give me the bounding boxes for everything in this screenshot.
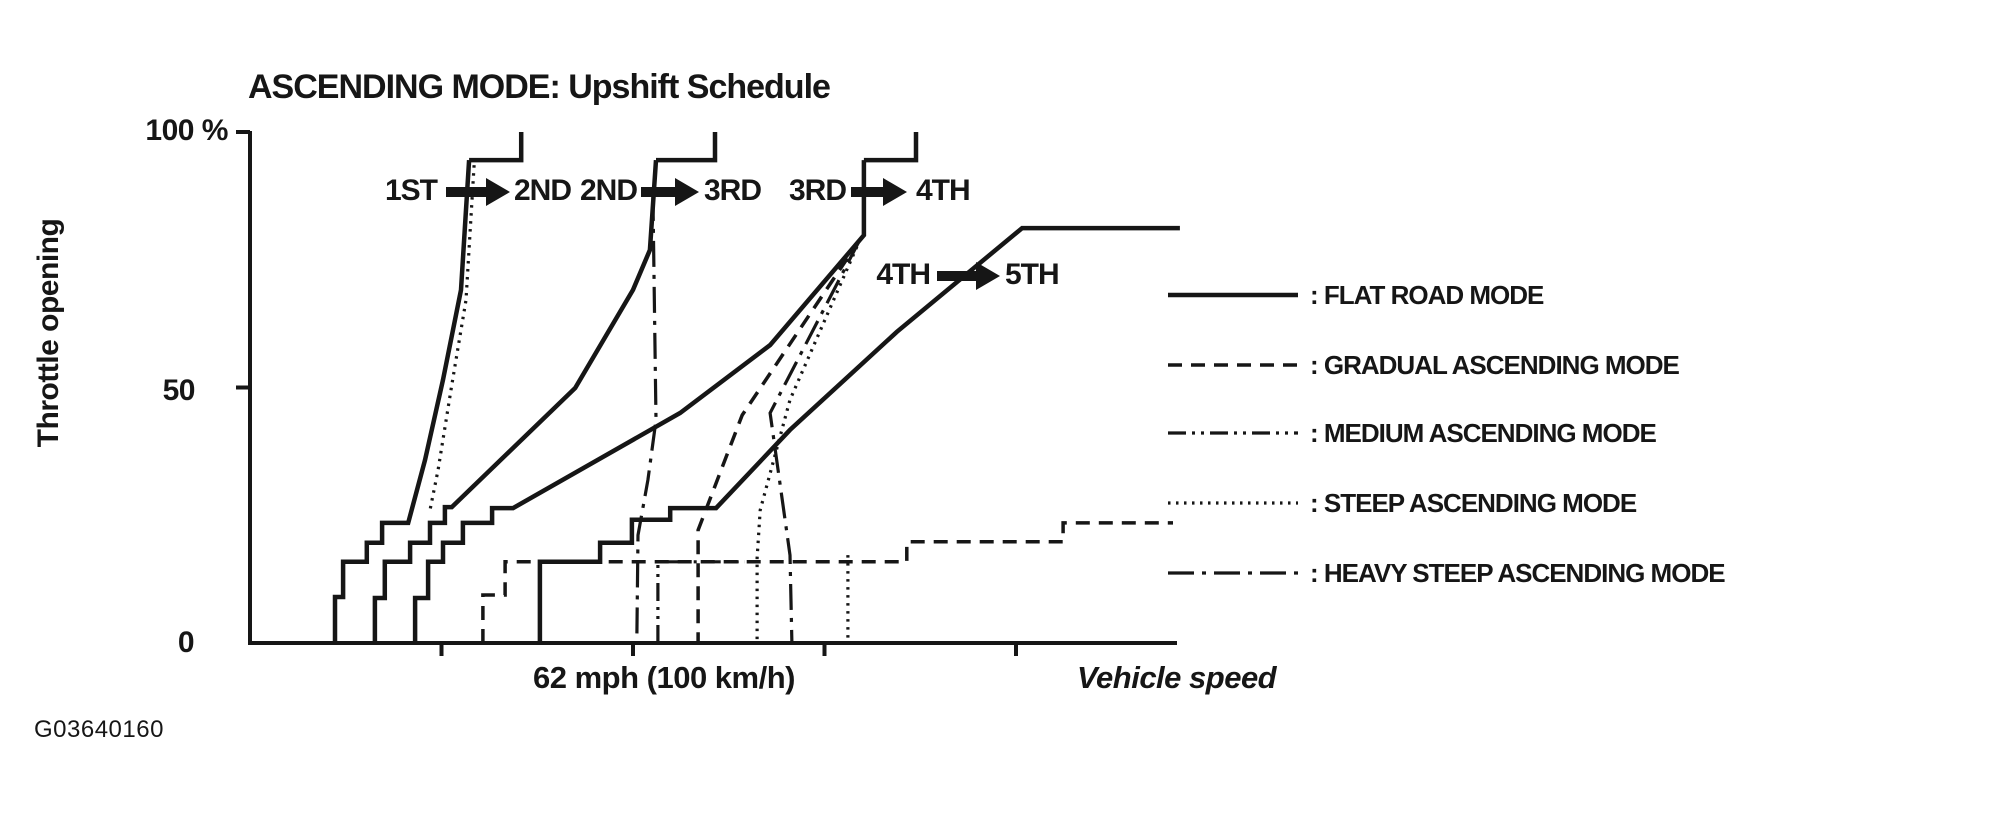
- flat-3-4-line: [412, 160, 867, 643]
- shift-label-to-gear: 2ND: [514, 174, 572, 207]
- legend-swatch-dotted: [1168, 501, 1298, 505]
- upshift-arrow-shape: [446, 178, 510, 206]
- y-axis-tick-label-100: 100 %: [145, 114, 228, 147]
- legend-swatch-dash-dot: [1168, 571, 1298, 575]
- x-axis-tick-label: 62 mph (100 km/h): [533, 660, 795, 695]
- upshift-arrow-shape: [641, 178, 699, 206]
- legend-label: : MEDIUM ASCENDING MODE: [1310, 418, 1657, 448]
- legend-swatch-dash-dot-dot: [1168, 431, 1298, 435]
- flat-3-4-apex-line: [863, 132, 919, 163]
- legend-swatch-solid: [1168, 292, 1298, 298]
- y-axis-tick-label-0: 0: [177, 626, 195, 659]
- shift-label-to-gear: 3RD: [704, 174, 762, 207]
- axis-lines: [248, 131, 1177, 645]
- upshift-arrow-icon: [937, 262, 1000, 290]
- shift-label-to-gear: 5TH: [1005, 258, 1060, 291]
- y-axis-tick-label-50: 50: [162, 374, 196, 407]
- gradual-4-5-line: [481, 521, 1173, 643]
- upshift-arrow-icon: [446, 178, 510, 206]
- flat-2-3-apex-line: [656, 132, 718, 163]
- legend-swatch-dashed: [1168, 363, 1298, 367]
- upshift-arrow-icon: [851, 178, 907, 206]
- flat-2-3-line: [372, 159, 659, 643]
- legend-label: : GRADUAL ASCENDING MODE: [1310, 350, 1680, 380]
- upshift-arrow-shape: [937, 262, 1000, 290]
- flat-1-2-line: [332, 159, 472, 643]
- steep-1-2-line: [428, 165, 476, 511]
- shift-label-from-gear: 2ND: [579, 174, 638, 207]
- shift-label-to-gear: 4TH: [916, 174, 971, 207]
- steep-3-4-line: [755, 238, 862, 643]
- figure-id: G03640160: [34, 716, 164, 743]
- medium-4-5-line: [656, 560, 745, 643]
- shift-label-from-gear: 1ST: [384, 174, 438, 207]
- upshift-arrow-icon: [641, 178, 699, 206]
- chart-title: ASCENDING MODE: Upshift Schedule: [248, 68, 831, 106]
- shift-label-from-gear: 4TH: [876, 258, 931, 291]
- gradual-3-4-line: [696, 238, 862, 643]
- heavy-steep-2-3-line: [635, 194, 658, 644]
- legend-label: : HEAVY STEEP ASCENDING MODE: [1310, 558, 1726, 588]
- legend-label: : STEEP ASCENDING MODE: [1310, 488, 1637, 518]
- y-axis-title: Throttle opening: [32, 218, 65, 448]
- flat-4-5-line: [537, 225, 1180, 643]
- heavy-steep-3-4-line: [768, 238, 862, 644]
- shift-label-from-gear: 3RD: [788, 174, 847, 207]
- legend-label: : FLAT ROAD MODE: [1310, 280, 1544, 310]
- x-axis-title: Vehicle speed: [1077, 660, 1277, 695]
- upshift-arrow-shape: [851, 178, 907, 206]
- flat-1-2-apex-line: [469, 132, 524, 163]
